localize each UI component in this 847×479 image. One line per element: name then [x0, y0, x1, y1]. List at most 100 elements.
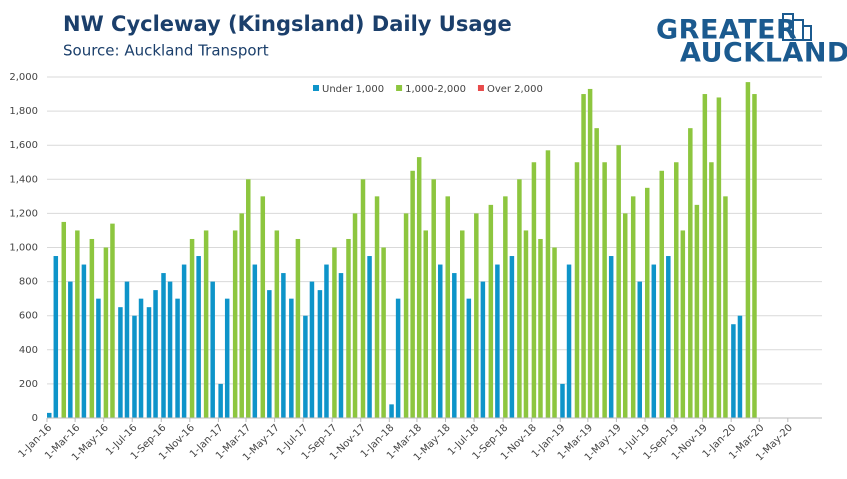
- logo-text: GREATER: [656, 15, 797, 46]
- bar: [416, 157, 422, 418]
- bar: [138, 298, 144, 418]
- bar: [480, 281, 486, 418]
- bar: [175, 298, 180, 418]
- bar: [189, 238, 195, 418]
- legend-label: Over 2,000: [487, 84, 543, 95]
- bar: [346, 238, 351, 418]
- bar: [488, 204, 494, 418]
- legend-swatch: [477, 85, 484, 91]
- bar: [260, 196, 266, 418]
- logo-icon: [782, 13, 812, 41]
- bar: [566, 264, 572, 418]
- bar: [153, 290, 158, 418]
- y-tick-label: 1,600: [9, 140, 38, 151]
- bar: [274, 230, 280, 418]
- bar: [495, 264, 500, 418]
- y-tick-label: 1,200: [9, 208, 38, 219]
- bar: [367, 256, 372, 418]
- bar: [594, 128, 599, 418]
- y-tick-label: 600: [19, 311, 38, 322]
- bar: [81, 264, 87, 418]
- bar: [694, 204, 700, 418]
- y-tick-label: 1,800: [9, 106, 38, 117]
- bar: [181, 264, 187, 418]
- bar: [252, 264, 258, 418]
- bar: [338, 273, 344, 418]
- bar: [587, 88, 593, 418]
- legend-swatch: [313, 85, 319, 91]
- bar: [224, 298, 230, 418]
- bar: [659, 170, 665, 418]
- bar: [445, 196, 451, 418]
- bar: [431, 179, 436, 418]
- bar: [731, 324, 736, 418]
- bar: [218, 383, 223, 418]
- bar: [688, 128, 693, 418]
- bar: [680, 230, 686, 418]
- chart-title: NW Cycleway (Kingsland) Daily Usage: [63, 12, 512, 36]
- bar: [709, 162, 714, 418]
- bar: [360, 179, 366, 418]
- bar: [737, 315, 743, 418]
- bar: [423, 230, 428, 418]
- y-tick-label: 1,000: [9, 243, 38, 254]
- bar: [352, 213, 358, 418]
- bar: [309, 281, 315, 418]
- bar: [552, 247, 557, 418]
- legend-swatch: [396, 85, 403, 91]
- bar: [503, 196, 508, 418]
- bar: [466, 298, 472, 418]
- bar: [374, 196, 380, 418]
- bar: [531, 162, 537, 418]
- bar: [452, 273, 457, 418]
- bar: [381, 247, 386, 418]
- y-tick-label: 0: [32, 413, 38, 424]
- bar: [161, 273, 166, 418]
- bar: [630, 196, 636, 418]
- bar: [716, 97, 722, 419]
- logo-text: AUCKLAND: [680, 38, 847, 69]
- bar: [389, 404, 394, 418]
- bar: [110, 223, 115, 418]
- bar: [723, 196, 728, 418]
- y-tick-label: 200: [19, 379, 38, 390]
- bar: [47, 412, 52, 418]
- legend-label: 1,000-2,000: [405, 84, 466, 95]
- bar: [517, 179, 522, 418]
- bar: [509, 256, 515, 418]
- bar: [239, 213, 244, 418]
- bar: [702, 94, 708, 419]
- bar: [317, 290, 323, 418]
- bar: [267, 290, 272, 418]
- bar: [538, 238, 543, 418]
- bar: [61, 221, 67, 418]
- bar: [324, 264, 329, 418]
- bar: [545, 150, 551, 418]
- bar: [89, 238, 95, 418]
- y-tick-label: 800: [19, 277, 38, 288]
- bar: [75, 230, 80, 418]
- bar: [196, 256, 201, 418]
- bar: [745, 82, 751, 419]
- bar: [103, 247, 109, 418]
- bar: [281, 273, 286, 418]
- bar: [167, 281, 173, 418]
- legend-label: Under 1,000: [322, 84, 384, 95]
- bar: [644, 187, 650, 418]
- bar: [118, 307, 123, 418]
- y-tick-label: 2,000: [9, 72, 38, 83]
- bar: [616, 145, 621, 418]
- y-tick-label: 1,400: [9, 174, 38, 185]
- bar: [637, 281, 642, 418]
- bar: [403, 213, 409, 418]
- bar: [53, 256, 59, 418]
- bar: [68, 281, 73, 418]
- bar: [303, 315, 308, 418]
- bar: [438, 264, 443, 418]
- bar: [608, 256, 614, 418]
- bar: [474, 213, 479, 418]
- bar: [295, 238, 301, 418]
- chart-subtitle: Source: Auckland Transport: [63, 42, 269, 60]
- bar: [146, 307, 152, 418]
